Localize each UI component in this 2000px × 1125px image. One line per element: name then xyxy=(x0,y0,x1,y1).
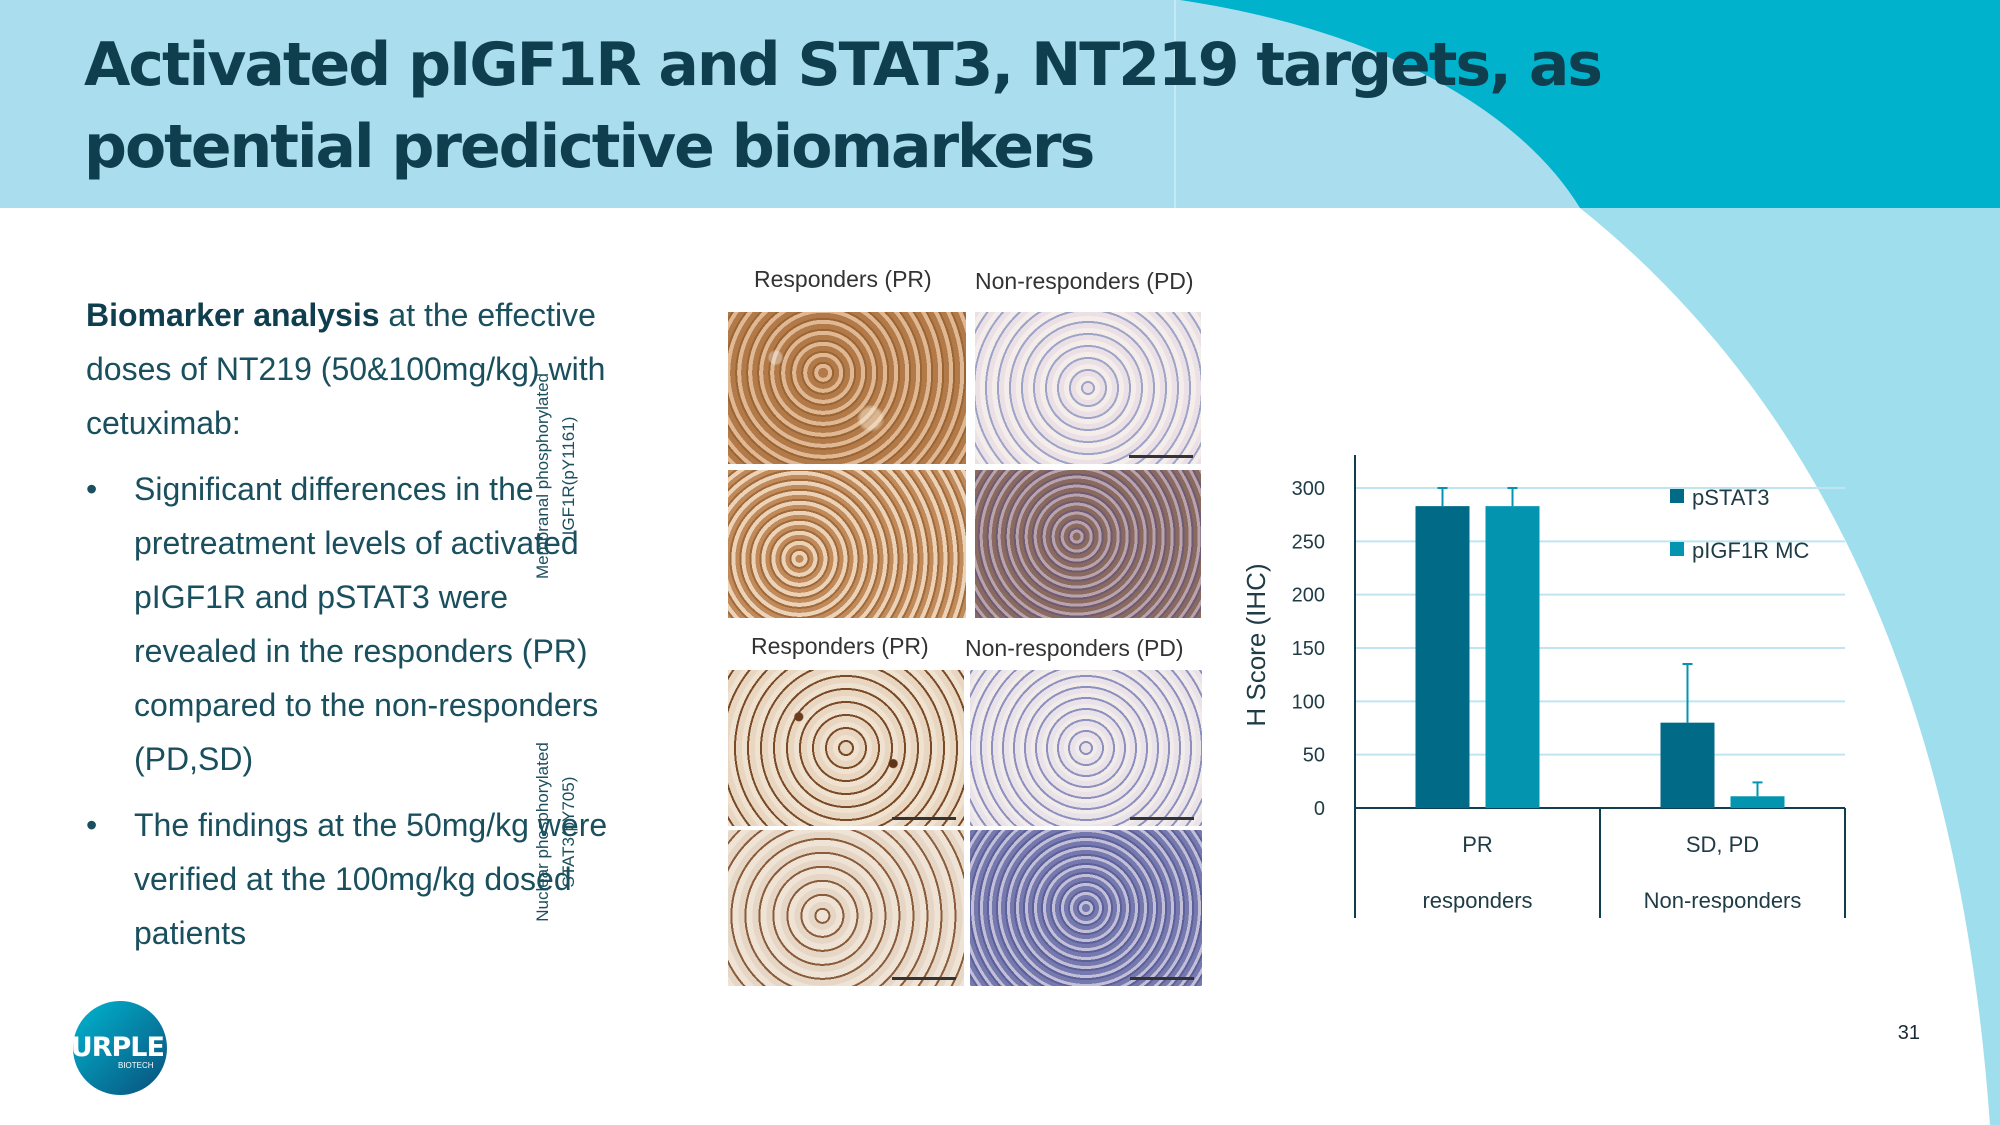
row-label-igf1r: Membranal phosphorylated IGF1R(pY1161) xyxy=(530,341,582,611)
hscore-bar-chart: 0 50 100 150 200 250 300 PR responders SD, PD Non-… xyxy=(1241,455,1846,918)
intro-rest: at the effective doses of NT219 (50&100m… xyxy=(86,297,606,441)
x-group-label: Non-responders xyxy=(1644,888,1802,913)
legend-label: pSTAT3 xyxy=(1692,485,1769,510)
x-group-label: responders xyxy=(1422,888,1532,913)
y-tick-label: 200 xyxy=(1292,585,1325,607)
intro-paragraph: Biomarker analysis at the effective dose… xyxy=(86,288,626,450)
page-number: 31 xyxy=(1897,1022,1920,1044)
ihc-image-stat3-responder-2 xyxy=(728,830,964,986)
bar-pigf1r-mc xyxy=(1730,796,1785,808)
y-tick-label: 150 xyxy=(1292,638,1325,660)
ihc-image-igf1r-nonresponder-2 xyxy=(975,470,1201,618)
bullet-item: The findings at the 50mg/kg were verifie… xyxy=(86,798,626,960)
ihc-image-stat3-nonresponder-2 xyxy=(970,830,1202,986)
purple-biotech-logo xyxy=(73,1001,167,1095)
legend-label: pIGF1R MC xyxy=(1692,538,1809,563)
label-top-responders: Responders (PR) xyxy=(754,266,932,292)
legend-swatch xyxy=(1670,489,1684,503)
logo-subtext: BIOTECH xyxy=(118,1061,154,1070)
row-label-stat3-line1: Nuclear phosphorylated xyxy=(533,742,552,922)
y-tick-label: 100 xyxy=(1292,691,1325,713)
row-label-igf1r-line1: Membranal phosphorylated xyxy=(533,373,552,580)
ihc-image-igf1r-nonresponder-1 xyxy=(975,312,1201,464)
label-top-nonresponders: Non-responders (PD) xyxy=(975,268,1194,294)
ihc-image-stat3-responder-1 xyxy=(728,670,964,826)
biomarker-text-block: Biomarker analysis at the effective dose… xyxy=(86,288,626,972)
legend-swatch xyxy=(1670,542,1684,556)
bullet-list: Significant differences in the pretreatm… xyxy=(86,462,626,960)
x-category-label: PR xyxy=(1462,832,1493,857)
slide-title: Activated pIGF1R and STAT3, NT219 target… xyxy=(84,30,1603,182)
row-label-stat3: Nuclear phosphorylated STAT3(pY705) xyxy=(530,712,582,952)
logo-text: PURPLE xyxy=(52,1032,165,1063)
ihc-image-igf1r-responder-2 xyxy=(728,470,966,618)
y-tick-label: 50 xyxy=(1303,745,1325,767)
bullet-item: Significant differences in the pretreatm… xyxy=(86,462,626,786)
y-tick-label: 300 xyxy=(1292,478,1325,500)
row-label-igf1r-line2: IGF1R(pY1161) xyxy=(559,416,578,536)
bar-pstat3 xyxy=(1415,506,1470,808)
x-category-label: SD, PD xyxy=(1686,832,1759,857)
label-bottom-responders: Responders (PR) xyxy=(751,633,929,659)
label-bottom-nonresponders: Non-responders (PD) xyxy=(965,635,1184,661)
y-tick-label: 250 xyxy=(1292,531,1325,553)
bar-pigf1r-mc xyxy=(1485,506,1540,808)
bar-pstat3 xyxy=(1660,722,1715,808)
ihc-image-stat3-nonresponder-1 xyxy=(970,670,1202,826)
intro-bold: Biomarker analysis xyxy=(86,297,380,333)
row-label-stat3-line2: STAT3(pY705) xyxy=(559,776,578,888)
ihc-image-igf1r-responder-1 xyxy=(728,312,966,464)
y-tick-label: 0 xyxy=(1314,798,1325,820)
y-axis-title: H Score (IHC) xyxy=(1241,563,1271,726)
